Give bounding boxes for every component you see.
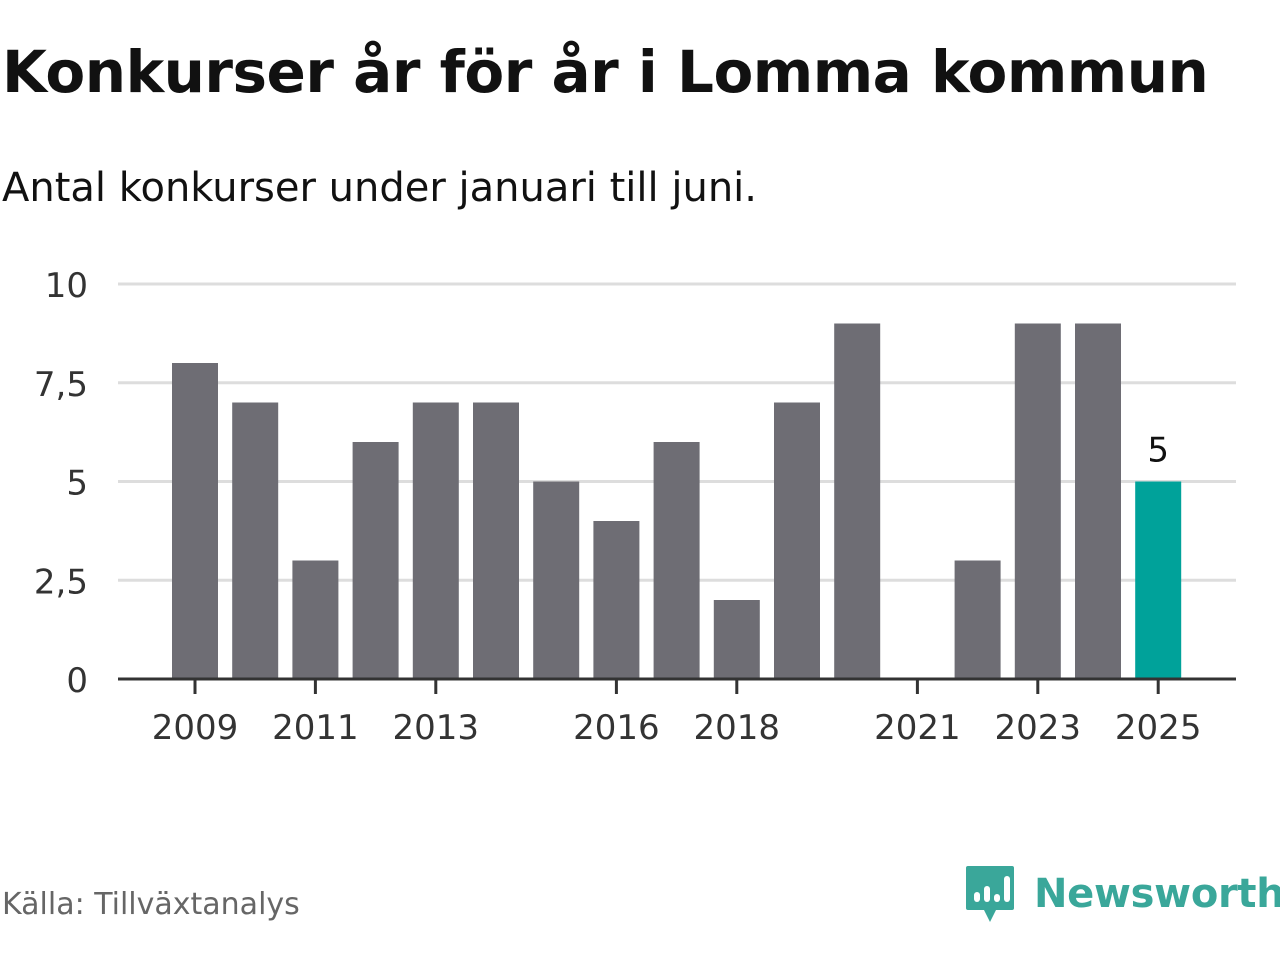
chart-subtitle: Antal konkurser under januari till juni. (2, 165, 757, 211)
bar-2025 (1135, 481, 1182, 679)
x-tick-label: 2021 (874, 708, 961, 748)
x-tick-label: 2013 (393, 708, 480, 748)
bar-2015 (533, 481, 580, 679)
brand-logo: Newsworthy (964, 864, 1280, 924)
source-note: Källa: Tillväxtanalys (2, 887, 300, 922)
x-tick-label: 2025 (1115, 708, 1202, 748)
x-tick-label: 2016 (573, 708, 660, 748)
x-tick-label: 2023 (995, 708, 1082, 748)
bar-2017 (653, 442, 700, 679)
bar-2011 (292, 560, 339, 679)
data-labels: 5 (1147, 431, 1169, 471)
bar-2024 (1075, 323, 1121, 679)
bar-2019 (774, 402, 820, 679)
bar-2012 (352, 442, 399, 679)
bar-2009 (172, 363, 218, 679)
x-tick-label: 2011 (272, 708, 359, 748)
y-tick-label: 0 (66, 661, 88, 701)
chart-title: Konkurser år för år i Lomma kommun (2, 38, 1209, 106)
bar-2016 (593, 521, 640, 679)
brand-name: Newsworthy (1034, 871, 1280, 917)
bar-2013 (412, 402, 459, 679)
bar-2020 (834, 323, 881, 679)
y-tick-label: 5 (66, 464, 88, 504)
y-axis-labels: 0 2,5 5 7,5 10 (34, 266, 88, 701)
x-tick-label: 2009 (152, 708, 239, 748)
bar-2023 (1014, 323, 1061, 679)
y-tick-label: 2,5 (34, 562, 88, 602)
bar-2010 (232, 402, 279, 679)
bar-2014 (473, 402, 519, 679)
x-axis (118, 677, 1236, 694)
bar-chart: 02,557,510 2009 2011 2013 2016 2018 2021 2023 2… (34, 266, 1236, 748)
newsworthy-logo-icon (966, 866, 1014, 922)
bar-2022 (954, 560, 1001, 679)
bars (172, 323, 1182, 679)
bar-2018 (713, 600, 760, 679)
y-tick-label: 7,5 (34, 365, 88, 405)
y-tick-label: 10 (45, 266, 88, 306)
data-label: 5 (1147, 431, 1169, 471)
x-axis-labels: 2009 2011 2013 2016 2018 2021 2023 2025 (152, 708, 1202, 748)
x-tick-label: 2018 (694, 708, 781, 748)
